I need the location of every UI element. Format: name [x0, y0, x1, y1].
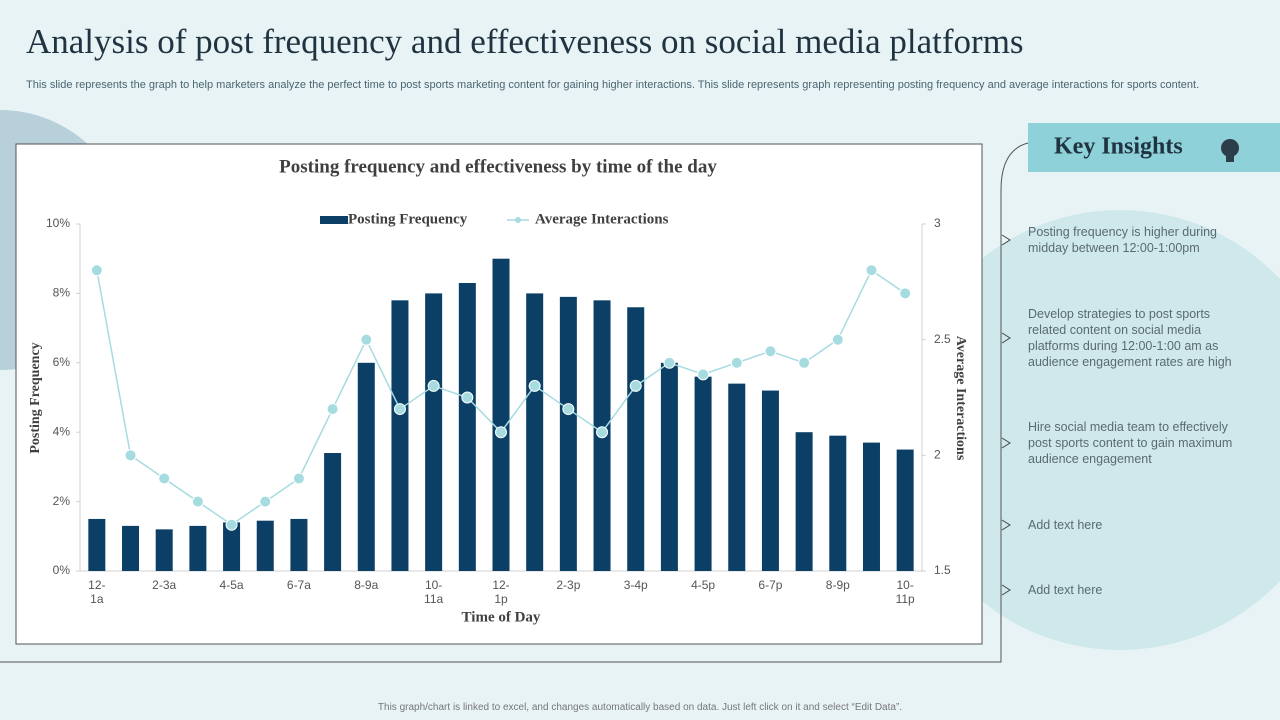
x-tick-label: 4-5p — [691, 578, 716, 592]
bar — [223, 522, 241, 571]
x-tick-label: 10-11a — [424, 578, 444, 606]
line-marker — [191, 495, 204, 508]
bar — [324, 453, 342, 571]
page-subtitle: This slide represents the graph to help … — [26, 79, 1200, 91]
x-tick-label: 6-7a — [286, 578, 311, 592]
chart-title: Posting frequency and effectiveness by t… — [279, 156, 717, 177]
x-tick-label: 10-11p — [895, 578, 915, 606]
frame — [0, 142, 1029, 663]
line-marker — [326, 403, 339, 416]
line-marker — [124, 449, 137, 462]
line-marker — [259, 495, 272, 508]
line-marker — [697, 368, 710, 381]
x-tick-label: 4-5a — [219, 578, 244, 592]
insights-title: Key Insights — [1054, 134, 1183, 160]
y2-axis-label: Average Interactions — [953, 336, 968, 461]
x-tick-label: 12-1p — [492, 578, 510, 606]
y-tick-label: 0% — [53, 563, 71, 577]
legend-label: Average Interactions — [535, 211, 669, 227]
line-marker — [90, 264, 103, 277]
insight-text: Add text here — [1028, 583, 1103, 597]
insight-chevron — [1001, 437, 1011, 449]
line-marker — [495, 426, 507, 439]
insight-text: Hire social media team to effectively po… — [1028, 420, 1233, 466]
bar — [829, 435, 847, 571]
bar — [492, 258, 510, 571]
y-tick-label: 6% — [53, 355, 71, 369]
bar — [391, 300, 409, 571]
legend-label: Posting Frequency — [348, 211, 468, 227]
insight-chevron — [1001, 234, 1011, 246]
line-marker — [831, 333, 844, 346]
line-marker — [292, 472, 305, 485]
line-marker — [225, 518, 238, 531]
bar — [425, 293, 443, 571]
legend-swatch — [320, 216, 348, 224]
y-tick-label: 8% — [53, 286, 71, 300]
x-tick-label: 8-9a — [354, 578, 379, 592]
bar — [526, 293, 544, 571]
x-tick-label: 3-4p — [623, 578, 648, 592]
x-axis-label: Time of Day — [462, 609, 541, 625]
line-marker — [158, 472, 171, 485]
line-marker — [899, 287, 912, 300]
bar — [256, 520, 274, 571]
bar — [660, 362, 678, 571]
y-axis-label: Posting Frequency — [28, 342, 43, 453]
line-marker — [865, 264, 878, 277]
insight-text: Develop strategies to post sports relate… — [1028, 307, 1232, 369]
line-marker — [461, 391, 474, 404]
line-marker — [730, 356, 743, 369]
x-tick-label: 2-3p — [556, 578, 581, 592]
line-marker — [562, 403, 575, 416]
line-marker — [528, 379, 541, 392]
line-marker — [596, 426, 609, 439]
icon — [1221, 139, 1239, 162]
line-marker — [798, 356, 811, 369]
bar — [795, 432, 813, 571]
line-marker — [629, 379, 642, 392]
bar — [761, 390, 779, 571]
y2-tick-label: 2 — [934, 448, 941, 462]
line-marker — [393, 403, 406, 416]
y-tick-label: 2% — [53, 494, 71, 508]
bar — [728, 383, 746, 571]
insight-chevron — [1001, 584, 1011, 596]
footer-note: This graph/chart is linked to excel, and… — [377, 702, 903, 713]
insight-text: Add text here — [1028, 518, 1103, 532]
bar — [896, 449, 914, 571]
legend-swatch — [515, 217, 521, 223]
bar — [290, 518, 308, 571]
bar — [88, 518, 106, 571]
bar — [559, 296, 577, 571]
bar — [862, 442, 880, 571]
bar — [357, 362, 375, 571]
bar — [189, 525, 207, 571]
line-marker — [663, 356, 676, 369]
bar — [627, 307, 645, 571]
y-tick-label: 10% — [46, 216, 70, 230]
line-marker — [427, 379, 440, 392]
decor-circle — [900, 210, 1280, 650]
line-marker — [764, 345, 777, 358]
x-tick-label: 12-1a — [88, 578, 106, 606]
line-marker — [360, 333, 373, 346]
insight-text: Posting frequency is higher during midda… — [1028, 225, 1218, 255]
bar — [458, 282, 476, 571]
y2-tick-label: 1.5 — [934, 563, 951, 577]
page-title: Analysis of post frequency and effective… — [26, 22, 1024, 61]
bar — [122, 525, 140, 571]
y2-tick-label: 3 — [934, 216, 941, 230]
insight-chevron — [1001, 332, 1011, 344]
y-tick-label: 4% — [53, 424, 71, 438]
x-tick-label: 8-9p — [825, 578, 850, 592]
x-tick-label: 2-3a — [152, 578, 177, 592]
bar — [155, 529, 173, 571]
x-tick-label: 6-7p — [758, 578, 783, 592]
y2-tick-label: 2.5 — [934, 332, 951, 346]
insight-chevron — [1001, 519, 1011, 531]
bar — [694, 376, 712, 571]
